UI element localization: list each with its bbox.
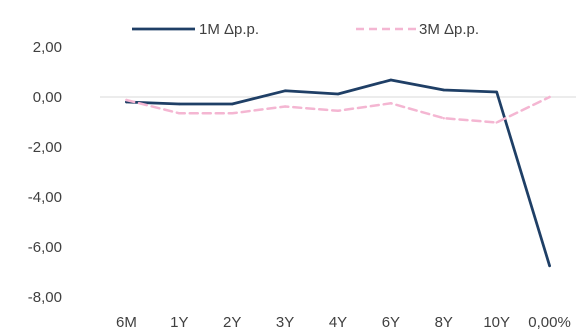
axis-layer: 2,00 0,00 -2,00 -4,00 -6,00 -8,00 6M 1Y 2Y 3Y 4Y 6Y…: [28, 39, 576, 331]
series-1-point: [495, 90, 498, 94]
x-tick-label: 10Y: [483, 314, 510, 331]
series-1-point: [231, 102, 234, 106]
x-tick-label: 2Y: [223, 314, 241, 331]
y-tick-label: -8,00: [28, 289, 62, 306]
series-2-point: [336, 109, 340, 112]
series-line-1: [125, 78, 551, 268]
series-2-point: [283, 105, 287, 108]
series-1-point: [442, 88, 445, 92]
x-tick-label: 0,00%: [528, 314, 571, 331]
series-2-point: [442, 117, 445, 120]
x-tick-label: 3Y: [276, 314, 294, 331]
series-1-point: [389, 78, 393, 82]
x-tick-label: 6M: [116, 314, 137, 331]
legend-label-2: 3M Δp.p.: [419, 21, 479, 38]
y-tick-label: 2,00: [33, 39, 62, 56]
series-1-point: [548, 264, 551, 267]
series-2-point: [125, 98, 128, 102]
x-tick-label: 8Y: [435, 314, 453, 331]
series-2-point: [389, 102, 393, 105]
y-tick-label: -4,00: [28, 189, 62, 206]
x-tick-label: 1Y: [170, 314, 188, 331]
series-1-point: [283, 89, 287, 92]
series-2-point: [495, 121, 498, 124]
series-1-point: [178, 102, 181, 106]
y-tick-label: 0,00: [33, 89, 62, 106]
x-tick-label: 4Y: [329, 314, 347, 331]
series-2-point: [178, 112, 181, 115]
y-tick-label: -6,00: [28, 239, 62, 256]
series-1-point: [336, 92, 340, 96]
series-2-point: [231, 112, 234, 115]
legend-label-1: 1M Δp.p.: [199, 21, 259, 38]
legend: 1M Δp.p. 3M Δp.p.: [132, 21, 479, 38]
x-tick-label: 6Y: [382, 314, 400, 331]
series-layer: [125, 78, 551, 268]
series-2-point: [548, 95, 551, 99]
y-tick-label: -2,00: [28, 139, 62, 156]
